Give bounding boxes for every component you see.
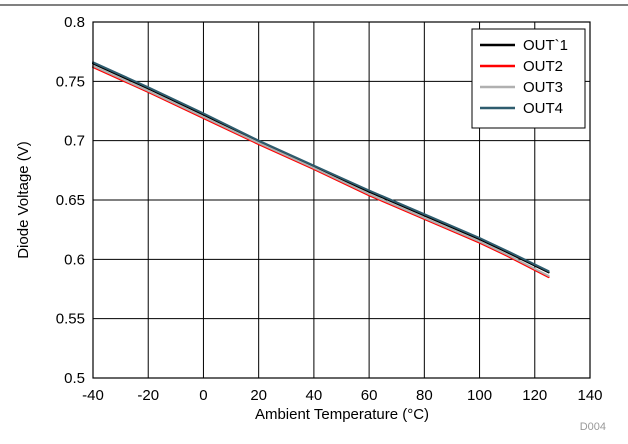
y-axis-title: Diode Voltage (V) [15, 141, 32, 259]
x-tick-label: 140 [577, 387, 602, 404]
legend-label-3: OUT3 [523, 79, 563, 96]
y-tick-label: 0.8 [64, 14, 85, 31]
x-axis-title: Ambient Temperature (°C) [255, 406, 429, 423]
legend: OUT`1 OUT2 OUT3 OUT4 [471, 28, 586, 129]
y-tick-label: 0.55 [56, 311, 85, 328]
y-tick-label: 0.7 [64, 133, 85, 150]
series-line-1 [92, 62, 550, 274]
x-tick-label: 80 [416, 387, 433, 404]
series-line-3 [92, 64, 550, 277]
x-tick-label: 60 [361, 387, 378, 404]
legend-label-2: OUT2 [523, 58, 563, 75]
y-tick-labels: 0.5 0.55 0.6 0.65 0.7 0.75 0.8 [56, 14, 85, 387]
y-tick-label: 0.5 [64, 370, 85, 387]
legend-label-1: OUT`1 [523, 37, 568, 54]
x-tick-label: 100 [467, 387, 492, 404]
x-tick-label: -20 [137, 387, 159, 404]
x-tick-labels: -40 -20 0 20 40 60 80 100 120 140 [82, 387, 602, 404]
series-line-4 [92, 61, 550, 273]
y-tick-label: 0.75 [56, 73, 85, 90]
series-lines [92, 61, 550, 279]
legend-label-4: OUT4 [523, 100, 563, 117]
series-line-2 [92, 66, 550, 279]
x-tick-label: 20 [250, 387, 267, 404]
x-tick-label: 0 [199, 387, 207, 404]
x-tick-label: 120 [522, 387, 547, 404]
plot-area [92, 21, 591, 379]
x-tick-label: -40 [82, 387, 104, 404]
figure-code-label: D004 [580, 421, 606, 433]
y-tick-label: 0.65 [56, 192, 85, 209]
y-tick-label: 0.6 [64, 251, 85, 268]
x-tick-label: 40 [306, 387, 323, 404]
